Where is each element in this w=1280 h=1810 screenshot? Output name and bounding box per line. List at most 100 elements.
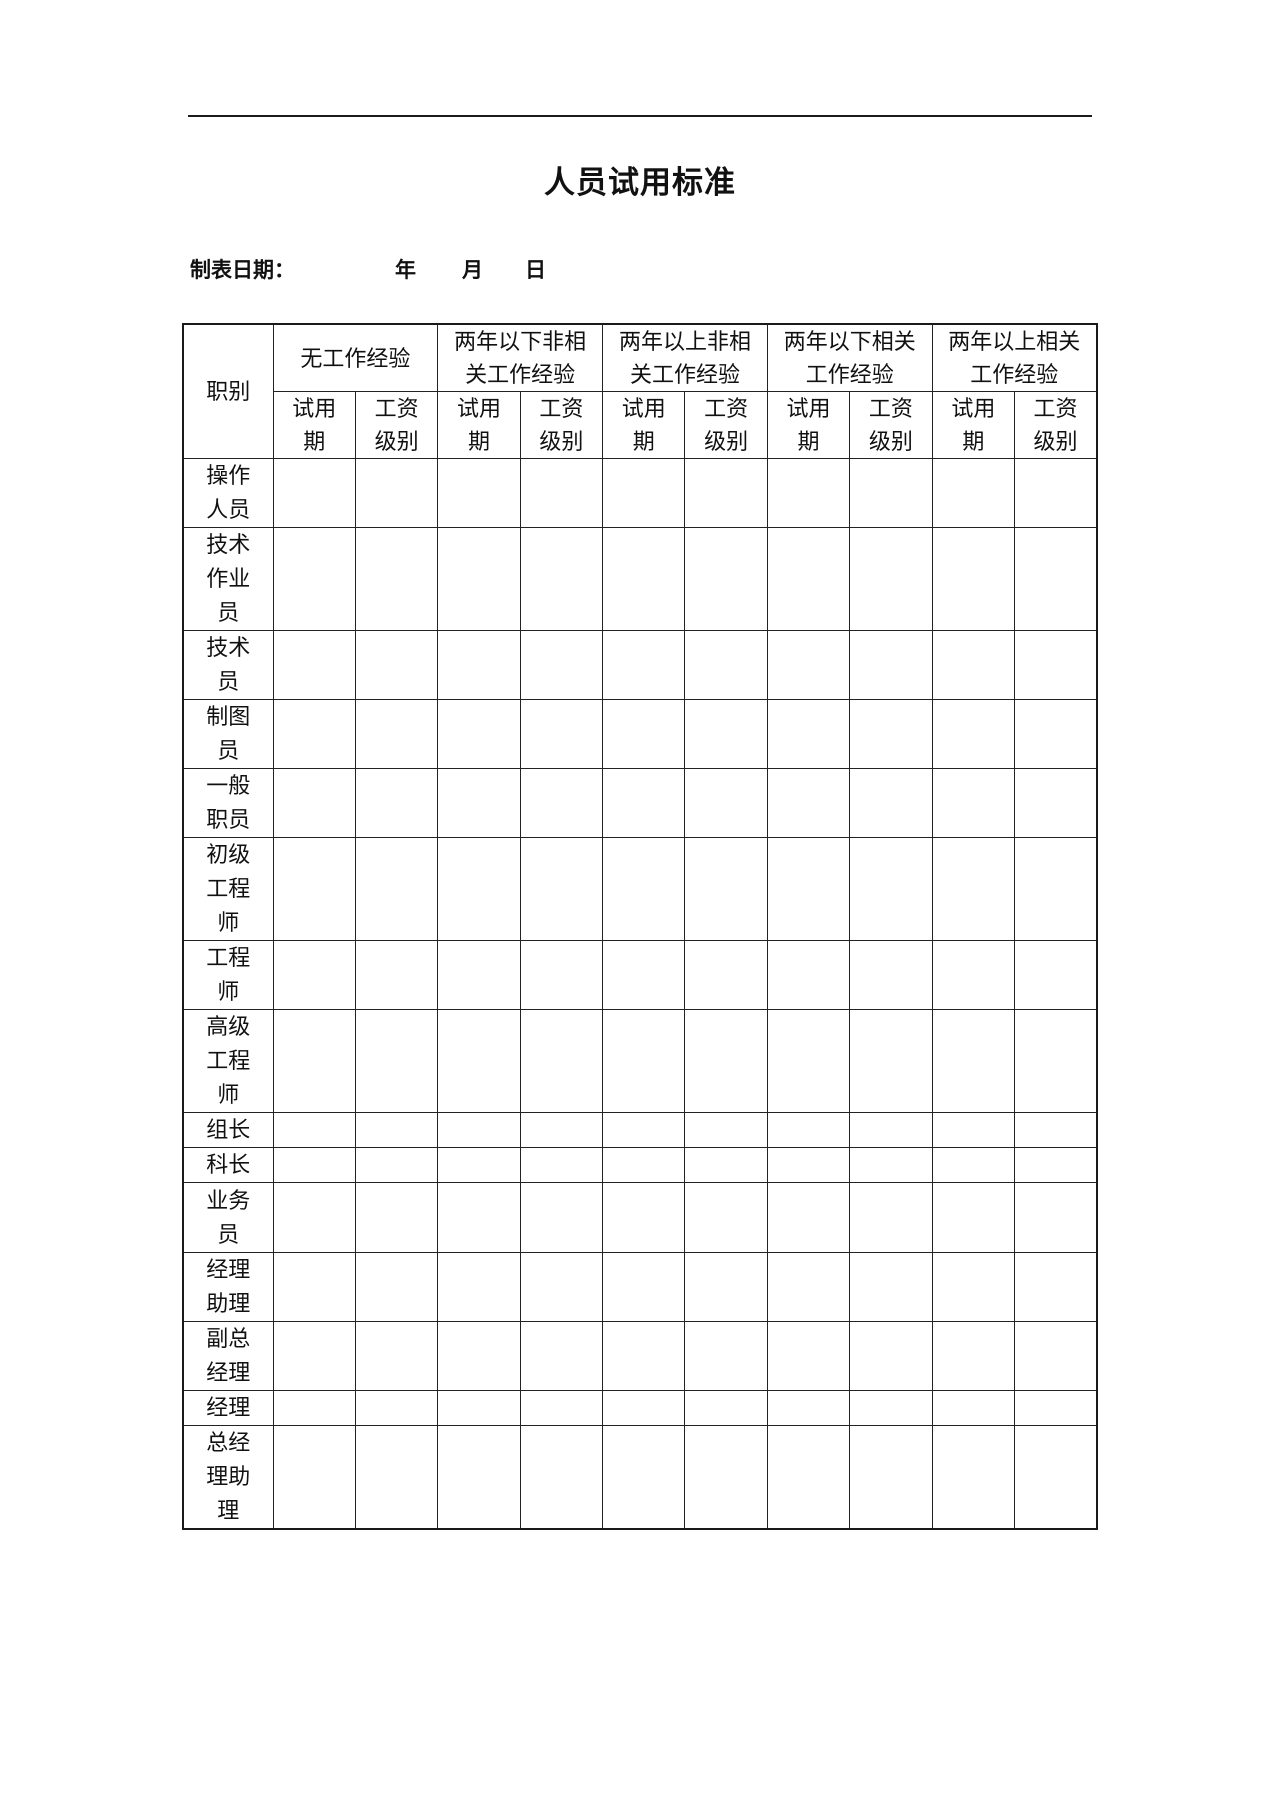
row-label-engineer: 工程 师 bbox=[182, 940, 274, 1010]
empty-cell bbox=[1014, 699, 1098, 769]
row-label-operators: 操作 人员 bbox=[182, 458, 274, 528]
row-label-junior-engineer: 初级 工程 师 bbox=[182, 837, 274, 941]
empty-cell bbox=[272, 1182, 356, 1253]
empty-cell bbox=[602, 1390, 686, 1426]
date-line: 制表日期： 年 月 日 bbox=[190, 254, 1280, 286]
empty-cell bbox=[766, 630, 851, 700]
empty-cell bbox=[272, 1425, 356, 1530]
table-row: 制图 员 bbox=[182, 699, 1098, 769]
empty-cell bbox=[354, 1009, 439, 1113]
empty-cell bbox=[519, 1112, 604, 1148]
table-row: 操作 人员 bbox=[182, 458, 1098, 528]
row-label-gm-assistant: 总经 理助 理 bbox=[182, 1425, 274, 1530]
table-row: 技术 作业 员 bbox=[182, 527, 1098, 631]
table-row: 高级 工程 师 bbox=[182, 1009, 1098, 1113]
empty-cell bbox=[849, 1252, 933, 1322]
empty-cell bbox=[849, 1147, 933, 1183]
empty-cell bbox=[602, 837, 686, 941]
empty-cell bbox=[1014, 527, 1098, 631]
empty-cell bbox=[766, 1425, 851, 1530]
row-label-deputy-general-manager: 副总 经理 bbox=[182, 1321, 274, 1391]
empty-cell bbox=[437, 699, 521, 769]
subheader-probation: 试用 期 bbox=[272, 391, 356, 459]
table-row: 初级 工程 师 bbox=[182, 837, 1098, 941]
empty-cell bbox=[766, 1252, 851, 1322]
empty-cell bbox=[1014, 1252, 1098, 1322]
empty-cell bbox=[766, 1112, 851, 1148]
group-header-under2y-unrelated: 两年以下非相 关工作经验 bbox=[437, 323, 604, 392]
empty-cell bbox=[684, 1321, 768, 1391]
empty-cell bbox=[519, 1147, 604, 1183]
empty-cell bbox=[766, 1321, 851, 1391]
empty-cell bbox=[849, 1390, 933, 1426]
empty-cell bbox=[1014, 768, 1098, 838]
empty-cell bbox=[272, 1390, 356, 1426]
empty-cell bbox=[684, 1182, 768, 1253]
empty-cell bbox=[931, 1009, 1016, 1113]
empty-cell bbox=[519, 1252, 604, 1322]
empty-cell bbox=[1014, 1321, 1098, 1391]
table-row: 经理 助理 bbox=[182, 1252, 1098, 1322]
header-rule bbox=[188, 115, 1092, 117]
empty-cell bbox=[354, 630, 439, 700]
subheader-salary-grade: 工资 级别 bbox=[519, 391, 604, 459]
empty-cell bbox=[602, 527, 686, 631]
empty-cell bbox=[931, 1390, 1016, 1426]
empty-cell bbox=[437, 768, 521, 838]
row-label-salesperson: 业务 员 bbox=[182, 1182, 274, 1253]
row-label-section-chief: 科长 bbox=[182, 1147, 274, 1183]
empty-cell bbox=[849, 940, 933, 1010]
empty-cell bbox=[354, 527, 439, 631]
empty-cell bbox=[272, 940, 356, 1010]
empty-cell bbox=[354, 699, 439, 769]
empty-cell bbox=[602, 1425, 686, 1530]
subheader-salary-grade: 工资 级别 bbox=[354, 391, 439, 459]
empty-cell bbox=[1014, 1112, 1098, 1148]
empty-cell bbox=[602, 1252, 686, 1322]
table-row: 技术 员 bbox=[182, 630, 1098, 700]
empty-cell bbox=[437, 1112, 521, 1148]
year-label: 年 bbox=[395, 258, 416, 282]
empty-cell bbox=[1014, 940, 1098, 1010]
empty-cell bbox=[684, 1147, 768, 1183]
empty-cell bbox=[519, 527, 604, 631]
table-row: 副总 经理 bbox=[182, 1321, 1098, 1391]
row-label-senior-engineer: 高级 工程 师 bbox=[182, 1009, 274, 1113]
empty-cell bbox=[684, 1425, 768, 1530]
empty-cell bbox=[1014, 837, 1098, 941]
empty-cell bbox=[519, 458, 604, 528]
empty-cell bbox=[684, 1009, 768, 1113]
empty-cell bbox=[684, 837, 768, 941]
probation-standards-table: 职别 无工作经验 两年以下非相 关工作经验 两年以上非相 关工作经验 两年以下相… bbox=[182, 323, 1098, 1530]
empty-cell bbox=[684, 699, 768, 769]
empty-cell bbox=[437, 940, 521, 1010]
empty-cell bbox=[437, 630, 521, 700]
group-header-no-experience: 无工作经验 bbox=[272, 323, 439, 392]
empty-cell bbox=[272, 1112, 356, 1148]
empty-cell bbox=[602, 1009, 686, 1113]
empty-cell bbox=[766, 1009, 851, 1113]
empty-cell bbox=[437, 1390, 521, 1426]
empty-cell bbox=[272, 630, 356, 700]
empty-cell bbox=[437, 1009, 521, 1113]
empty-cell bbox=[354, 1182, 439, 1253]
day-label: 日 bbox=[525, 258, 546, 282]
empty-cell bbox=[766, 837, 851, 941]
empty-cell bbox=[1014, 1390, 1098, 1426]
empty-cell bbox=[602, 1321, 686, 1391]
empty-cell bbox=[602, 630, 686, 700]
group-header-over2y-related: 两年以上相关 工作经验 bbox=[931, 323, 1098, 392]
subheader-probation: 试用 期 bbox=[931, 391, 1016, 459]
empty-cell bbox=[519, 1425, 604, 1530]
empty-cell bbox=[684, 768, 768, 838]
date-label: 制表日期： bbox=[190, 258, 295, 282]
empty-cell bbox=[602, 940, 686, 1010]
empty-cell bbox=[1014, 1009, 1098, 1113]
empty-cell bbox=[931, 458, 1016, 528]
empty-cell bbox=[519, 699, 604, 769]
empty-cell bbox=[354, 1321, 439, 1391]
empty-cell bbox=[354, 1390, 439, 1426]
empty-cell bbox=[354, 458, 439, 528]
empty-cell bbox=[766, 940, 851, 1010]
empty-cell bbox=[437, 1147, 521, 1183]
